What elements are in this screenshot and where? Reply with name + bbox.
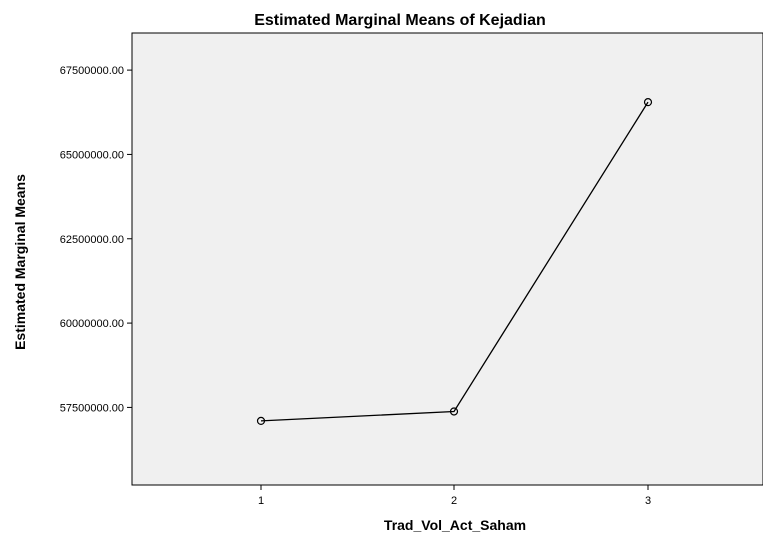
x-axis-title: Trad_Vol_Act_Saham [384, 517, 526, 533]
y-tick-label: 67500000.00 [60, 65, 124, 77]
y-tick-label: 60000000.00 [60, 318, 124, 330]
y-tick-label: 57500000.00 [60, 402, 124, 414]
x-tick-label: 3 [645, 495, 651, 507]
y-axis-title: Estimated Marginal Means [12, 174, 28, 350]
plot-area [131, 32, 763, 486]
series-layer [256, 98, 653, 426]
series-line [260, 101, 649, 422]
y-tick-label: 65000000.00 [60, 149, 124, 161]
y-tick-label: 62500000.00 [60, 234, 124, 246]
y-axis: 57500000.00 60000000.00 62500000.00 6500000… [60, 65, 132, 414]
data-point [643, 98, 653, 107]
x-tick-label: 1 [258, 495, 264, 507]
x-axis: 1 2 3 [258, 485, 651, 507]
x-tick-label: 2 [451, 495, 457, 507]
data-point [449, 407, 459, 416]
data-point [256, 416, 266, 426]
chart-title: Estimated Marginal Means of Kejadian [254, 12, 546, 29]
